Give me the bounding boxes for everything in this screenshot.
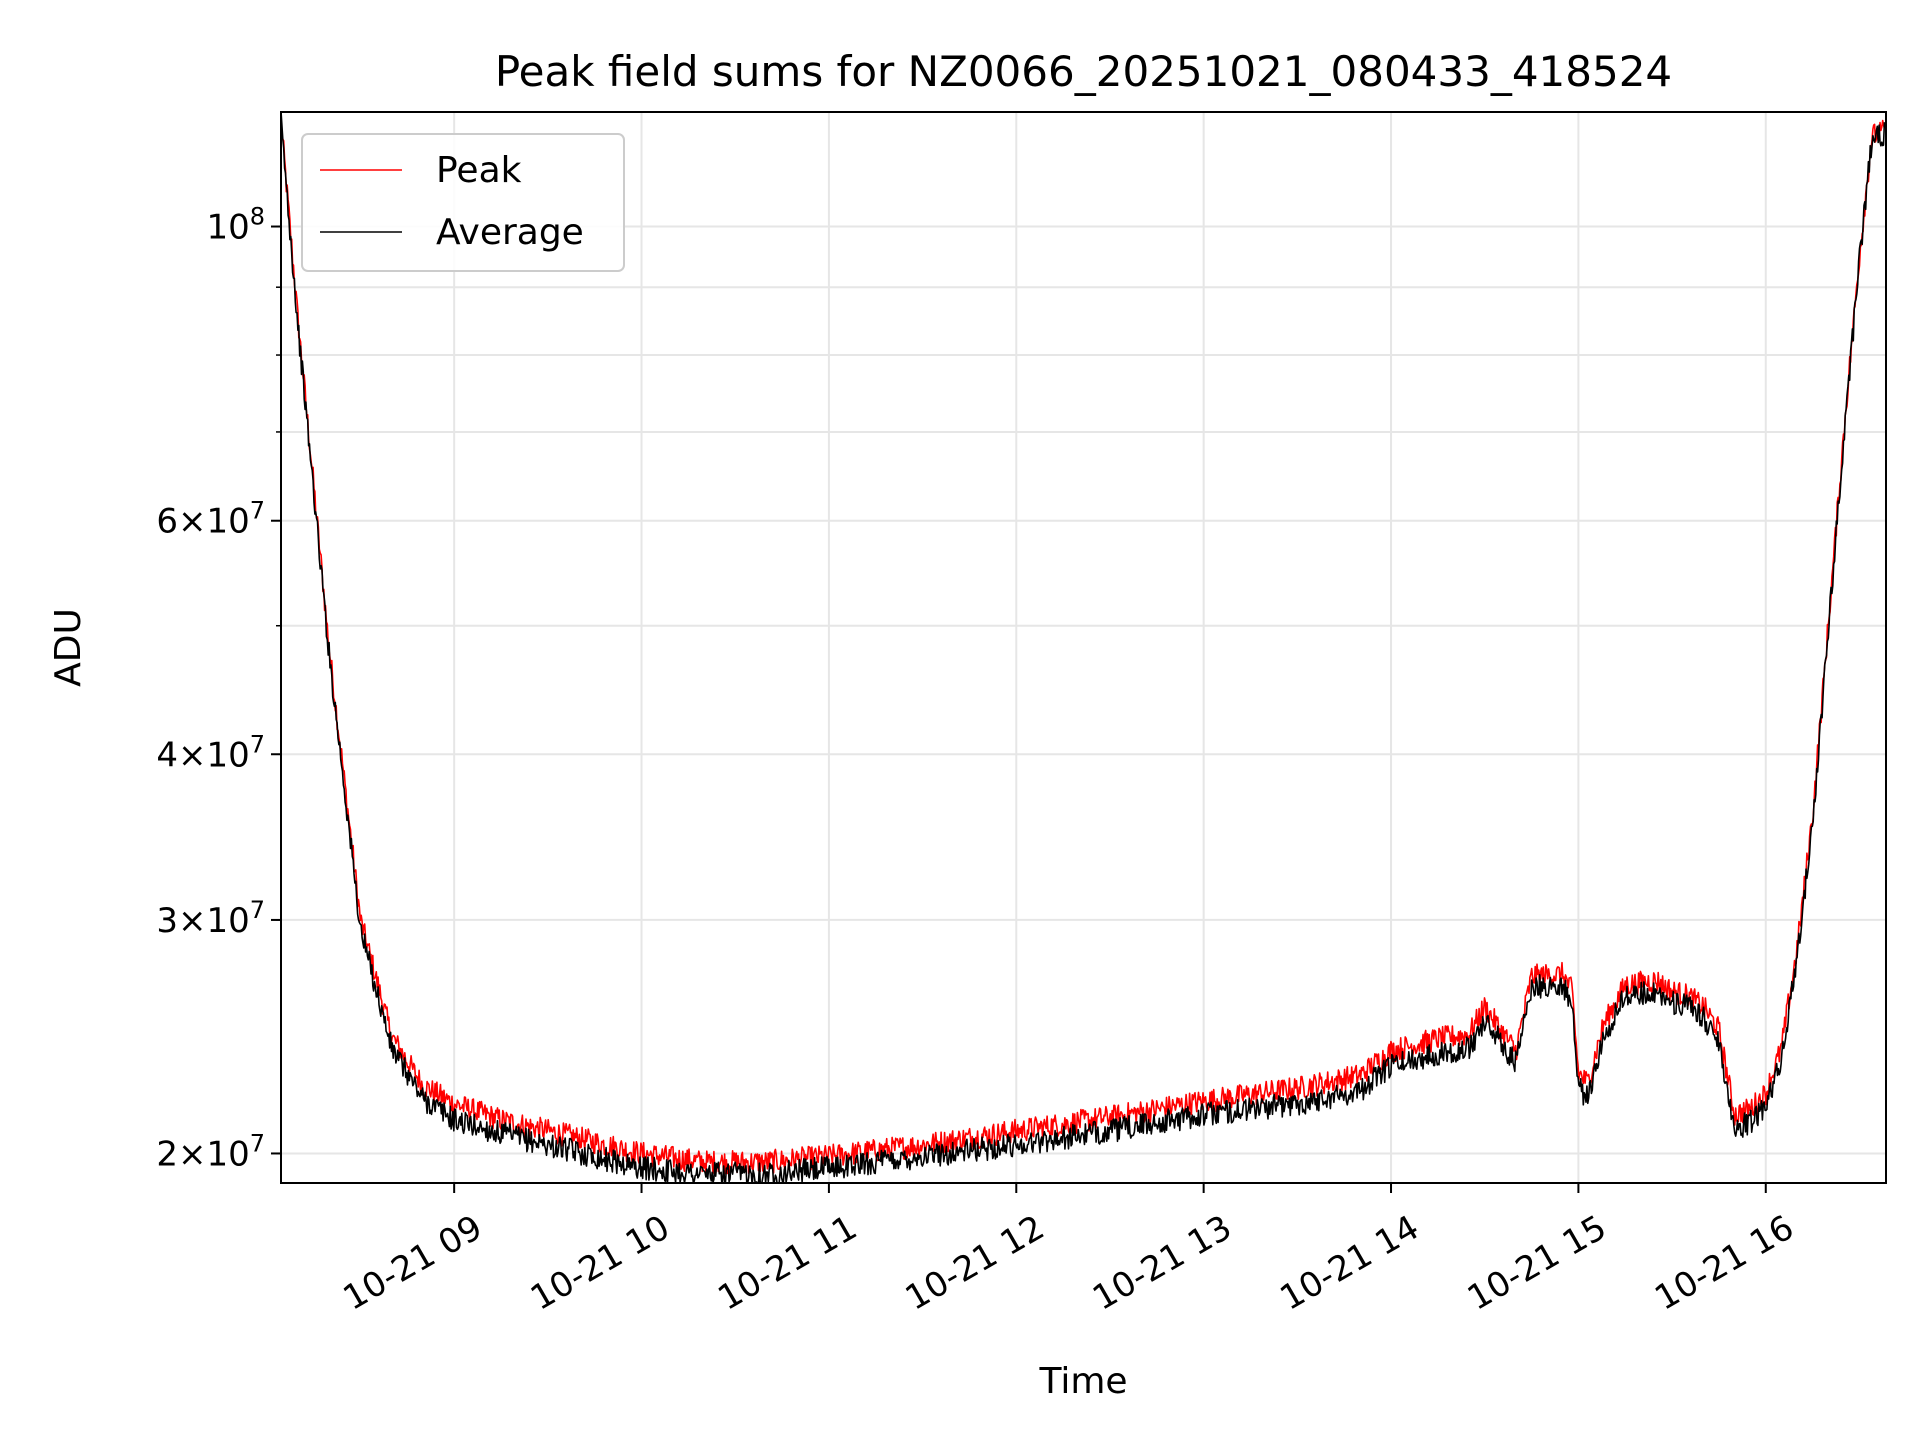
y-tick-label: 2×107 [156,1129,265,1174]
axes-frame [280,111,1887,1184]
y-axis-label: ADU [48,608,89,687]
y-tick-label: 6×107 [156,497,265,542]
series-layer [281,112,1886,1183]
y-tick-label: 3×107 [156,896,265,941]
legend-label: Average [436,212,584,253]
legend-box [301,133,625,272]
y-tick-label: 108 [206,203,265,248]
legend: Peak Average [301,133,625,272]
series-line-peak [281,117,1886,1175]
chart-title: Peak field sums for NZ0066_20251021_0804… [495,47,1672,96]
x-axis-label: Time [1038,1361,1127,1402]
series-line-average [281,112,1886,1183]
legend-label: Peak [436,150,522,191]
y-tick-label: 4×107 [156,730,265,775]
